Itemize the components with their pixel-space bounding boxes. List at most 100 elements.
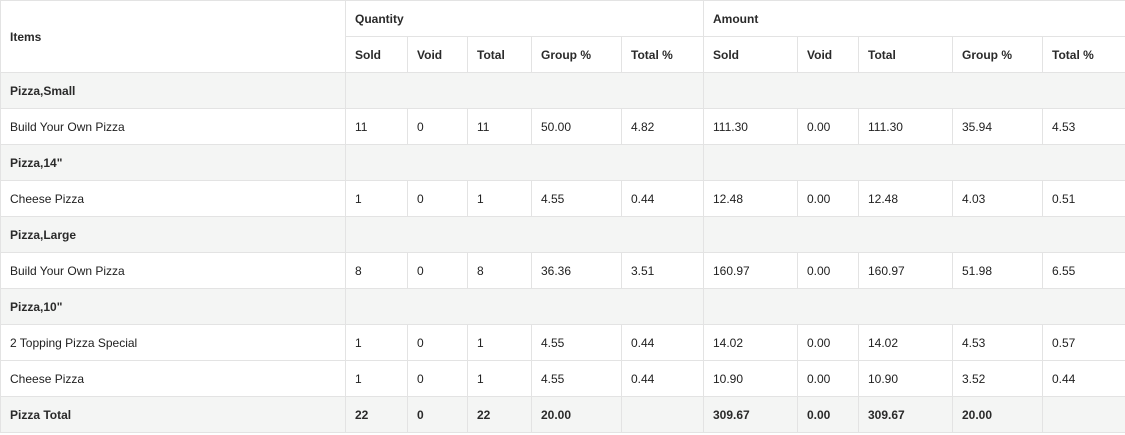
amount-total-cell: 10.90: [858, 360, 953, 397]
quantity-total-cell: 1: [467, 324, 532, 361]
quantity-sold-cell: 11: [345, 108, 408, 145]
quantity-sold-cell: 1: [345, 180, 408, 217]
amount-sold-cell: 111.30: [703, 108, 798, 145]
group-label: Pizza,Large: [0, 216, 346, 253]
quantity-group-pct-header: Group %: [531, 36, 622, 73]
amount-group-pct-cell: 35.94: [952, 108, 1043, 145]
quantity-total-pct-header: Total %: [621, 36, 704, 73]
quantity-void-cell: 0: [407, 396, 468, 433]
amount-total-pct-header: Total %: [1041, 36, 1125, 73]
quantity-sold-cell: 1: [345, 324, 408, 361]
header-row-sub: Sold Void Total Group % Total % Sold Voi…: [1, 36, 1125, 73]
quantity-void-cell: 0: [407, 324, 468, 361]
table-body: Pizza,Small Build Your Own Pizza 11 0 11 50.0…: [0, 72, 1125, 433]
quantity-group-pct-cell: 4.55: [531, 180, 622, 217]
quantity-group-pct-cell: 20.00: [531, 396, 622, 433]
amount-total-pct-cell: 4.53: [1041, 108, 1125, 145]
amount-sold-header: Sold: [703, 36, 798, 73]
quantity-void-cell: 0: [407, 108, 468, 145]
group-label: Pizza,Small: [0, 72, 346, 109]
quantity-group-pct-cell: 36.36: [531, 252, 622, 289]
amount-total-pct-cell: 0.57: [1041, 324, 1125, 361]
item-name: 2 Topping Pizza Special: [0, 324, 346, 361]
total-label: Pizza Total: [0, 396, 346, 433]
amount-group-pct-cell: 20.00: [952, 396, 1043, 433]
quantity-group-pct-cell: 4.55: [531, 360, 622, 397]
amount-total-cell: 111.30: [858, 108, 953, 145]
quantity-total-cell: 1: [467, 180, 532, 217]
amount-group-pct-cell: 3.52: [952, 360, 1043, 397]
quantity-total-pct-cell: 0.44: [621, 180, 704, 217]
amount-total-pct-cell: 0.51: [1041, 180, 1125, 217]
item-name: Build Your Own Pizza: [0, 252, 346, 289]
quantity-sold-cell: 22: [345, 396, 408, 433]
quantity-void-cell: 0: [407, 252, 468, 289]
quantity-group-pct-cell: 50.00: [531, 108, 622, 145]
quantity-group-header: Quantity: [345, 0, 704, 37]
amount-sold-cell: 14.02: [703, 324, 798, 361]
amount-sold-cell: 160.97: [703, 252, 798, 289]
group-amount-cell: [702, 72, 1125, 109]
quantity-total-pct-cell: 0.44: [621, 324, 704, 361]
amount-group-pct-cell: 4.53: [952, 324, 1043, 361]
amount-group-pct-header: Group %: [952, 36, 1043, 73]
table-row: Cheese Pizza 1 0 1 4.55 0.44 10.90 0.00 10.90 3.5…: [0, 360, 1125, 397]
amount-total-cell: 12.48: [858, 180, 953, 217]
group-quantity-cell: [345, 288, 704, 325]
total-row: Pizza Total 22 0 22 20.00 309.67 0.00 309.67 20.…: [0, 396, 1125, 433]
group-label: Pizza,10": [0, 288, 346, 325]
amount-sold-cell: 12.48: [703, 180, 798, 217]
quantity-total-header: Total: [467, 36, 532, 73]
quantity-total-cell: 8: [467, 252, 532, 289]
amount-group-pct-cell: 51.98: [952, 252, 1043, 289]
group-row: Pizza,14": [0, 144, 1125, 181]
header-row-top: Items Quantity Amount: [0, 0, 1125, 73]
quantity-group-pct-cell: 4.55: [531, 324, 622, 361]
table-row: Build Your Own Pizza 8 0 8 36.36 3.51 160.97 0.…: [0, 252, 1125, 289]
amount-total-cell: 160.97: [858, 252, 953, 289]
group-amount-cell: [702, 144, 1125, 181]
amount-void-cell: 0.00: [797, 324, 859, 361]
quantity-void-cell: 0: [407, 180, 468, 217]
amount-void-header: Void: [797, 36, 859, 73]
quantity-sold-header: Sold: [345, 36, 408, 73]
group-row: Pizza,Large: [0, 216, 1125, 253]
quantity-total-pct-cell: [621, 396, 704, 433]
group-amount-cell: [702, 288, 1125, 325]
quantity-sold-cell: 8: [345, 252, 408, 289]
group-quantity-cell: [345, 144, 704, 181]
amount-total-header: Total: [858, 36, 953, 73]
amount-void-cell: 0.00: [797, 252, 859, 289]
table-row: Build Your Own Pizza 11 0 11 50.00 4.82 111.30…: [0, 108, 1125, 145]
table-row: Cheese Pizza 1 0 1 4.55 0.44 12.48 0.00 12.48 4.0…: [0, 180, 1125, 217]
amount-void-cell: 0.00: [797, 396, 859, 433]
group-amount-cell: [702, 216, 1125, 253]
item-name: Build Your Own Pizza: [0, 108, 346, 145]
table-row: 2 Topping Pizza Special 1 0 1 4.55 0.44 14.02 0…: [0, 324, 1125, 361]
quantity-total-cell: 11: [467, 108, 532, 145]
quantity-total-pct-cell: 0.44: [621, 360, 704, 397]
quantity-sold-cell: 1: [345, 360, 408, 397]
quantity-total-cell: 1: [467, 360, 532, 397]
amount-total-pct-cell: 0.44: [1041, 360, 1125, 397]
amount-group-pct-cell: 4.03: [952, 180, 1043, 217]
quantity-void-header: Void: [407, 36, 468, 73]
item-name: Cheese Pizza: [0, 180, 346, 217]
amount-sold-cell: 10.90: [703, 360, 798, 397]
amount-void-cell: 0.00: [797, 180, 859, 217]
group-quantity-cell: [345, 216, 704, 253]
items-column-header: Items: [0, 0, 346, 73]
group-row: Pizza,Small: [0, 72, 1125, 109]
group-label: Pizza,14": [0, 144, 346, 181]
amount-total-pct-cell: [1041, 396, 1125, 433]
amount-total-cell: 309.67: [858, 396, 953, 433]
quantity-total-pct-cell: 4.82: [621, 108, 704, 145]
item-name: Cheese Pizza: [0, 360, 346, 397]
quantity-void-cell: 0: [407, 360, 468, 397]
amount-void-cell: 0.00: [797, 360, 859, 397]
amount-total-pct-cell: 6.55: [1041, 252, 1125, 289]
quantity-total-pct-cell: 3.51: [621, 252, 704, 289]
group-quantity-cell: [345, 72, 704, 109]
table-header: Items Quantity Amount Sold Void Total Gr…: [0, 0, 1125, 73]
